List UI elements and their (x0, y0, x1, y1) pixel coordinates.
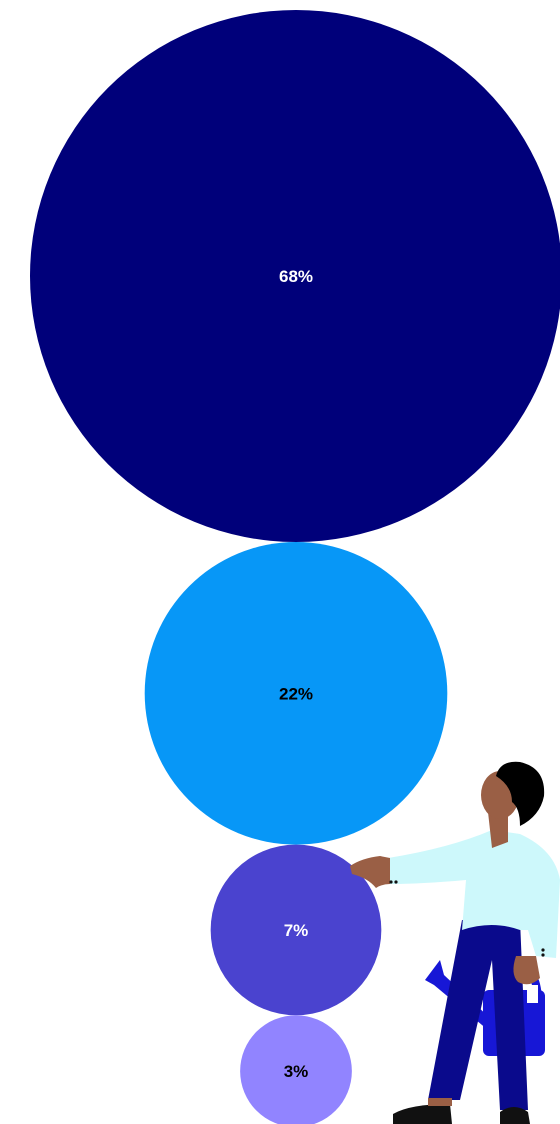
bubble-labels: 68% 22% 7% 3% (279, 267, 313, 1081)
person-illustration (350, 761, 560, 1124)
bubble-1 (30, 10, 560, 542)
bubble-3 (210, 844, 382, 1016)
reaching-hand (350, 856, 398, 888)
bubble-label-1: 68% (279, 267, 313, 286)
bubble-series (30, 10, 560, 1124)
holding-hand (513, 948, 545, 985)
head (481, 761, 545, 848)
pants (428, 920, 528, 1110)
bubble-4 (240, 1015, 352, 1124)
shirt (388, 830, 560, 958)
shoes (393, 1098, 530, 1124)
bubble-label-3: 7% (284, 921, 309, 940)
bubble-2 (144, 542, 448, 845)
bubble-label-2: 22% (279, 684, 313, 703)
bubble-label-4: 3% (284, 1062, 309, 1081)
